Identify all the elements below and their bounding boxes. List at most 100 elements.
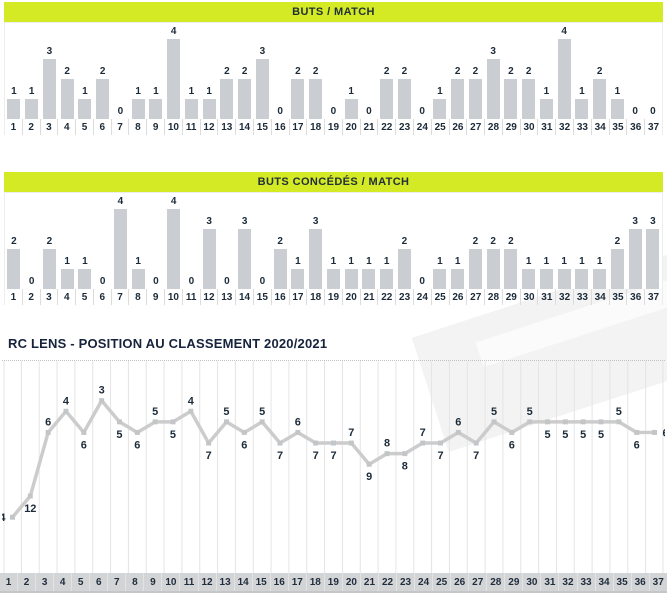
bar-slot: 1 [520, 193, 538, 289]
bar [628, 229, 642, 289]
x-axis-tick-label: 37 [648, 573, 667, 591]
position-value-label: 5 [491, 406, 497, 418]
bar-value-label: 0 [188, 276, 195, 287]
bar-value-label: 2 [383, 66, 390, 77]
x-axis-tick-label: 30 [522, 573, 540, 591]
bar-value-label: 3 [206, 216, 212, 227]
bar [380, 269, 393, 289]
data-point-marker [27, 493, 33, 499]
x-axis-tick-label: 34 [592, 119, 610, 135]
data-point-marker [438, 440, 443, 446]
x-axis-tick-label: 11 [179, 573, 197, 591]
x-axis-tick-label: 3 [41, 289, 59, 305]
bar-value-label: 2 [241, 66, 248, 77]
bar-slot: 2 [94, 23, 112, 119]
bar-slot: 1 [23, 23, 41, 119]
bar-slot: 1 [538, 193, 556, 289]
bar-slot: 2 [484, 193, 502, 289]
x-axis-tick-label: 1 [5, 289, 23, 305]
bar-slot: 2 [467, 193, 485, 289]
data-point-marker [224, 419, 229, 425]
data-point-marker [634, 429, 640, 435]
x-axis-tick-label: 9 [143, 573, 161, 591]
bar [451, 79, 464, 119]
bar-slot: 0 [626, 23, 644, 119]
bar [7, 249, 21, 289]
bar [60, 79, 74, 119]
bar-value-label: 2 [472, 236, 479, 247]
bar [522, 79, 535, 119]
bar [610, 249, 624, 289]
x-axis-tick-label: 18 [307, 289, 326, 305]
bar [539, 269, 553, 289]
bar-slot: 1 [591, 193, 609, 289]
bar [167, 39, 180, 119]
bar-value-label: 1 [579, 86, 585, 97]
bar [468, 249, 482, 289]
x-axis-tick-label: 36 [627, 119, 646, 135]
bar [610, 99, 624, 119]
x-axis-tick-label: 32 [558, 573, 576, 591]
x-axis-tick-label: 10 [161, 573, 179, 591]
x-axis-tick-label: 7 [112, 289, 130, 305]
bar-value-label: 0 [28, 276, 35, 287]
position-value-label: 7 [313, 450, 319, 462]
bar-value-label: 2 [472, 66, 479, 77]
data-point-marker [509, 429, 515, 435]
bar-slot: 1 [609, 23, 627, 119]
bar [202, 229, 216, 289]
x-axis-tick-label: 17 [287, 573, 306, 591]
data-point-marker [384, 451, 390, 457]
x-axis-tick-label: 20 [343, 289, 361, 305]
bar [7, 99, 21, 119]
x-axis-tick-label: 26 [450, 119, 468, 135]
x-axis-tick-label: 9 [147, 119, 166, 135]
x-axis-tick-label: 25 [432, 573, 450, 591]
bar-value-label: 0 [259, 276, 266, 287]
position-value-label: 7 [473, 450, 479, 462]
bar-value-label: 1 [206, 86, 212, 97]
x-axis-tick-label: 31 [540, 573, 558, 591]
bar-value-label: 2 [401, 236, 408, 247]
bar-value-label: 2 [46, 236, 53, 247]
position-value-label: 14 [2, 512, 6, 524]
data-point-marker [63, 408, 69, 414]
x-axis-tick-label: 35 [610, 119, 628, 135]
x-axis-tick-label: 25 [432, 289, 450, 305]
bar [309, 229, 322, 289]
bar-value-label: 1 [295, 256, 301, 267]
bar-slot: 2 [502, 193, 520, 289]
bar-value-label: 2 [224, 66, 230, 77]
x-axis-tick-label: 8 [129, 119, 148, 135]
bar [522, 269, 535, 289]
bar-value-label: 1 [525, 256, 532, 267]
data-point-marker [188, 408, 194, 414]
x-axis-tick-label: 19 [323, 573, 342, 591]
position-value-label: 7 [330, 450, 336, 462]
x-axis-tick-label: 11 [183, 119, 201, 135]
position-value-label: 5 [152, 406, 158, 418]
bar [557, 39, 571, 119]
position-value-label: 5 [562, 429, 568, 441]
bar-slot: 2 [41, 193, 59, 289]
data-point-marker [277, 440, 283, 446]
x-axis-tick-label: 11 [183, 289, 201, 305]
position-value-label: 6 [509, 439, 515, 451]
x-axis-tick-label: 16 [269, 573, 288, 591]
bar-value-label: 2 [11, 236, 17, 247]
bar-value-label: 1 [366, 256, 372, 267]
x-axis-tick-label: 18 [305, 573, 324, 591]
bar [309, 79, 322, 119]
position-value-label: 4 [63, 395, 70, 407]
bar-value-label: 2 [508, 236, 514, 247]
x-axis-tick-label: 14 [236, 119, 254, 135]
bar-slot: 2 [5, 193, 23, 289]
bar-slot: 2 [307, 23, 325, 119]
bar-value-label: 1 [348, 256, 354, 267]
position-value-label: 6 [241, 439, 247, 451]
x-axis-tick-label: 6 [94, 119, 112, 135]
goals-chart-x-axis: 1 2 3 4 5 6 7 8 9 10 11 12 13 14 15 16 17 18 19 20 21 22 23 24 2… [4, 119, 663, 135]
bar-slot: 3 [236, 193, 254, 289]
bar-slot: 3 [254, 23, 272, 119]
bar-slot: 3 [626, 193, 644, 289]
